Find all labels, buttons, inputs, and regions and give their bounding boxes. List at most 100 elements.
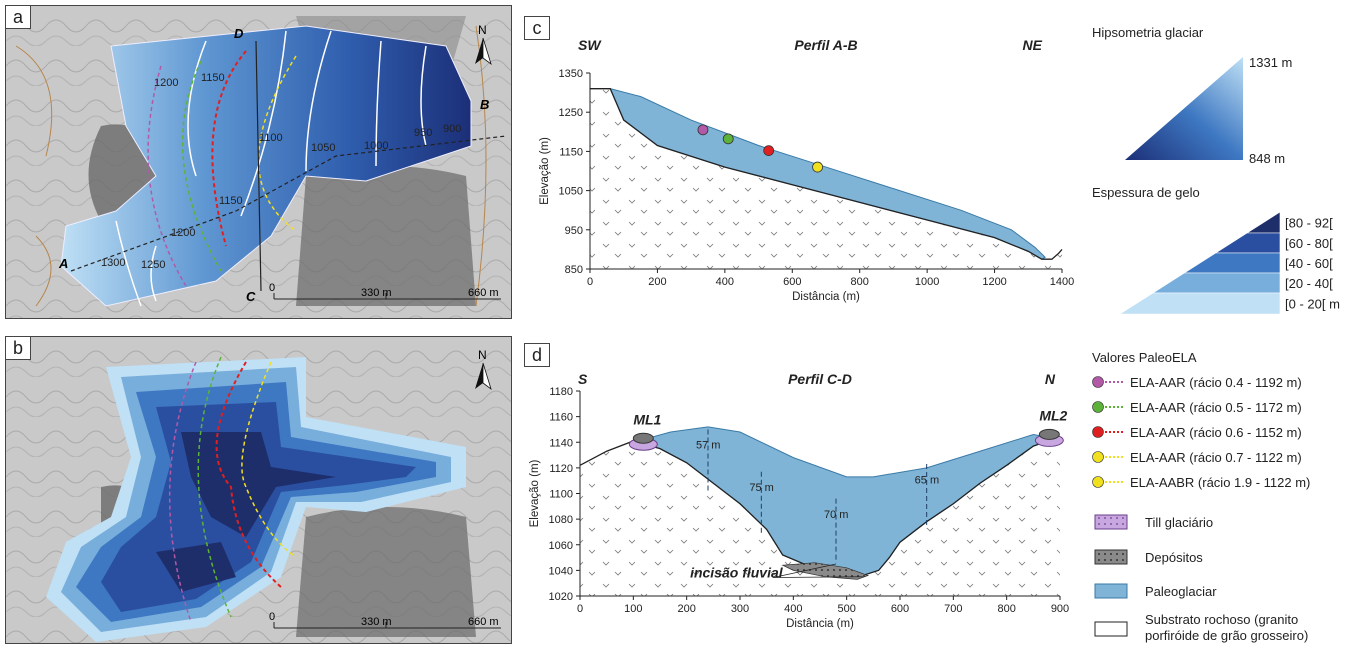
contour-label: 1300 <box>101 257 125 269</box>
ela-marker <box>1092 476 1104 488</box>
x-tick-label: 600 <box>783 276 801 288</box>
contour-label: 950 <box>414 127 432 139</box>
svg-text:660 m: 660 m <box>468 287 499 299</box>
moraine-label: ML2 <box>1039 407 1067 423</box>
y-axis-label: Elevação (m) <box>539 137 551 205</box>
profile-point-d: D <box>234 26 244 41</box>
profile-point-c: C <box>246 289 256 304</box>
incision-pointer <box>773 576 863 578</box>
paleoglacier-swatch <box>1094 583 1128 599</box>
y-tick-label: 1050 <box>559 186 583 198</box>
thickness-class-label: [40 - 60[ <box>1285 256 1333 271</box>
north-arrow-icon: N <box>475 348 492 391</box>
orientation-left: S <box>578 371 588 387</box>
contour-label: 1150 <box>219 195 243 207</box>
map-b: N 0 330 m 660 m <box>6 337 511 643</box>
y-tick-label: 1020 <box>549 591 573 603</box>
ela-marker <box>1092 426 1104 438</box>
thickness-class-label: [80 - 92[ <box>1285 216 1333 231</box>
x-tick-label: 700 <box>944 603 962 615</box>
contour-label: 1100 <box>259 132 283 144</box>
x-tick-label: 800 <box>851 276 869 288</box>
profile-chart-ab: 0 200 400 600 800 1000 1200 1400 850 950 1050 1150 1… <box>539 40 1074 303</box>
thickness-class-swatch <box>1151 272 1281 294</box>
moraine-boulders <box>1038 428 1060 440</box>
profile-point-a: A <box>58 256 68 271</box>
bedrock-area <box>590 88 1062 270</box>
chart-title: Perfil C-D <box>788 371 852 387</box>
x-tick-label: 400 <box>784 603 802 615</box>
x-tick-label: 1200 <box>982 276 1006 288</box>
ela-title: Valores PaleoELA <box>1092 350 1197 365</box>
ela-marker <box>1092 376 1104 388</box>
ela-marker <box>1092 451 1104 463</box>
hypsometry-title: Hipsometria glaciar <box>1092 25 1204 40</box>
profile-chart-cd: 0 100 200 300 400 500 600 700 800 900 1020 1040 1060… <box>529 371 1069 630</box>
thickness-class-label: [60 - 80[ <box>1285 236 1333 251</box>
y-tick-label: 1060 <box>549 540 573 552</box>
y-tick-label: 1140 <box>549 437 573 449</box>
hypsometry-min: 848 m <box>1249 151 1285 166</box>
x-tick-label: 200 <box>648 276 666 288</box>
hypsometry-ramp <box>1125 57 1243 160</box>
contour-label: 1250 <box>141 259 165 271</box>
contour-label: 1000 <box>364 140 388 152</box>
x-tick-label: 400 <box>716 276 734 288</box>
thickness-class-swatch <box>1214 232 1281 254</box>
contour-label: 1150 <box>201 72 225 84</box>
profile-point-b: B <box>480 97 489 112</box>
y-tick-label: 950 <box>565 225 583 237</box>
scale-bar: 0 330 m 660 m <box>269 282 501 300</box>
y-tick-label: 1080 <box>549 514 573 526</box>
panel-label-a: a <box>6 6 31 29</box>
x-axis-label: Distância (m) <box>786 618 854 630</box>
x-axis-label: Distância (m) <box>792 291 860 303</box>
x-tick-label: 900 <box>1051 603 1069 615</box>
ela-marker <box>1092 401 1104 413</box>
ela-item-label: ELA-AAR (rácio 0.7 - 1122 m) <box>1130 450 1302 465</box>
bed-line <box>590 88 1063 260</box>
ela-item-label: ELA-AAR (rácio 0.4 - 1192 m) <box>1130 375 1302 390</box>
x-tick-label: 100 <box>624 603 642 615</box>
y-axis-label: Elevação (m) <box>529 459 541 527</box>
panel-a: 1200 1150 1100 1050 1000 950 900 1150 12… <box>5 5 512 319</box>
y-tick-label: 1150 <box>559 146 583 158</box>
svg-text:330 m: 330 m <box>361 287 392 299</box>
thickness-label: 65 m <box>915 474 939 486</box>
till-label: Till glaciário <box>1145 515 1213 530</box>
bedrock-area <box>580 438 1060 596</box>
paleoglacier-label: Paleoglaciar <box>1145 584 1217 599</box>
x-tick-label: 0 <box>587 276 593 288</box>
bedrock-label-1: Substrato rochoso (granito <box>1145 612 1298 627</box>
deposits-label: Depósitos <box>1145 550 1203 565</box>
svg-text:N: N <box>478 348 487 362</box>
ela-point <box>763 145 775 157</box>
x-tick-label: 200 <box>677 603 695 615</box>
ela-point <box>697 124 709 136</box>
ela-item-label: ELA-AAR (rácio 0.6 - 1152 m) <box>1130 425 1302 440</box>
svg-text:660 m: 660 m <box>468 616 499 628</box>
thickness-label: 75 m <box>749 482 773 494</box>
thickness-class-swatch <box>1118 292 1281 315</box>
svg-text:330 m: 330 m <box>361 616 392 628</box>
chart-title: Perfil A-B <box>794 40 857 53</box>
orientation-right: N <box>1045 371 1056 387</box>
deposits-area <box>781 562 870 580</box>
y-tick-label: 1350 <box>559 68 583 80</box>
panel-label-d: d <box>524 343 550 367</box>
thickness-title: Espessura de gelo <box>1092 185 1200 200</box>
contour-label: 900 <box>443 123 461 135</box>
x-tick-label: 0 <box>577 603 583 615</box>
moraine-boulders <box>632 432 654 444</box>
panel-label-b: b <box>6 337 31 360</box>
ela-item-label: ELA-AABR (rácio 1.9 - 1122 m) <box>1130 475 1310 490</box>
svg-text:0: 0 <box>269 282 275 294</box>
deposits-swatch <box>1094 549 1128 565</box>
x-tick-label: 1400 <box>1050 276 1074 288</box>
map-a: 1200 1150 1100 1050 1000 950 900 1150 12… <box>6 6 511 318</box>
thickness-label: 57 m <box>696 440 720 452</box>
incision-pointer <box>773 563 837 578</box>
y-tick-label: 1180 <box>549 386 573 398</box>
x-tick-label: 1000 <box>915 276 939 288</box>
thickness-class-swatch <box>1183 252 1281 274</box>
